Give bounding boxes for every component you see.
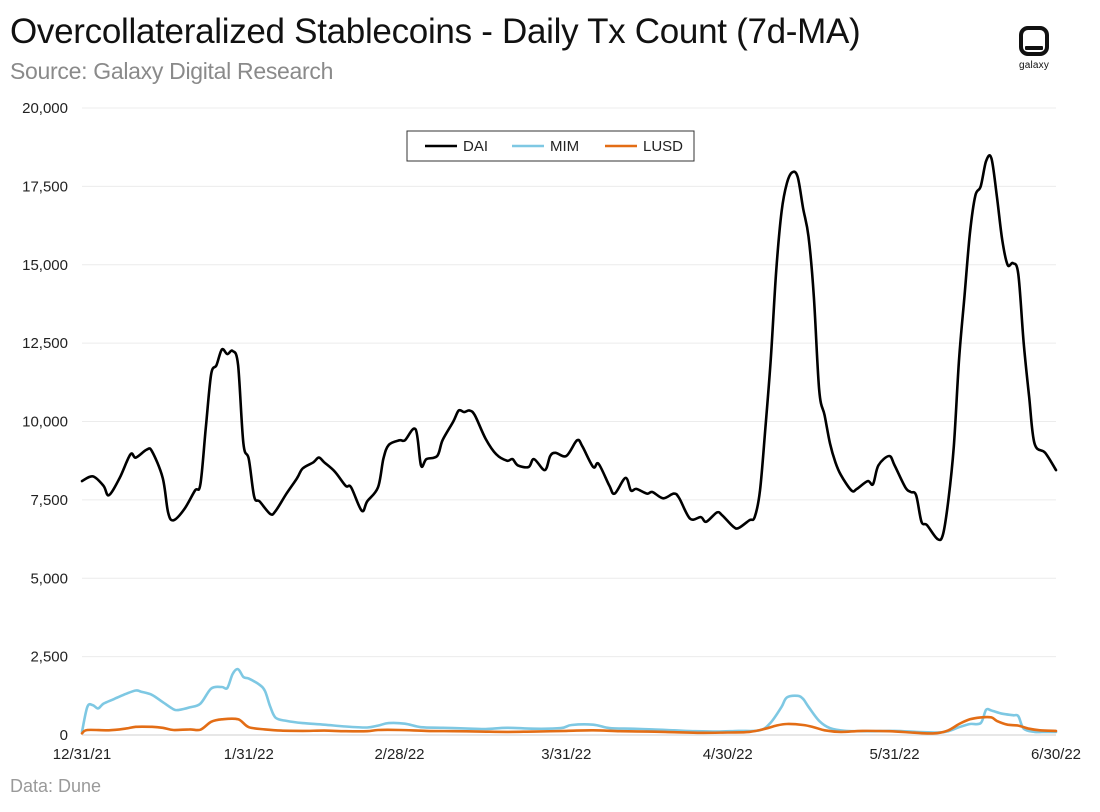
x-axis-ticks: 12/31/21 1/31/22 2/28/22 3/31/22 4/30/22 5/31… [53,746,1081,763]
y-tick-label: 2,500 [30,649,68,666]
y-tick-label: 20,000 [22,100,68,117]
x-tick-label: 3/31/22 [541,746,591,763]
x-tick-label: 2/28/22 [374,746,424,763]
legend-label-mim: MIM [550,138,579,155]
y-tick-label: 17,500 [22,178,68,195]
galaxy-logo: galaxy [1012,26,1056,80]
x-tick-label: 12/31/21 [53,746,111,763]
y-tick-label: 10,000 [22,414,68,431]
series-line-dai [80,154,1058,542]
legend: DAI MIM LUSD [406,130,695,162]
chart-title: Overcollateralized Stablecoins - Daily T… [10,12,861,51]
series-lines [80,154,1058,735]
legend-box [406,130,695,162]
x-tick-label: 4/30/22 [703,746,753,763]
grid-lines [82,107,1056,736]
galaxy-logo-icon [1019,26,1049,56]
series-line-mim [80,667,1058,734]
y-tick-label: 0 [60,727,68,744]
data-source-note: Data: Dune [10,776,102,796]
y-axis-ticks: 0 2,500 5,000 7,500 10,000 12,500 15,000 17,500… [22,100,68,744]
y-tick-label: 12,500 [22,335,68,352]
y-tick-label: 15,000 [22,257,68,274]
series-line-lusd [80,715,1058,735]
y-tick-label: 7,500 [30,492,68,509]
x-tick-label: 5/31/22 [870,746,920,763]
x-tick-label: 1/31/22 [224,746,274,763]
legend-label-lusd: LUSD [643,138,683,155]
legend-label-dai: DAI [463,138,488,155]
logo-text: galaxy [1018,60,1050,71]
chart-subtitle: Source: Galaxy Digital Research [10,58,334,84]
x-tick-label: 6/30/22 [1031,746,1081,763]
y-tick-label: 5,000 [30,570,68,587]
